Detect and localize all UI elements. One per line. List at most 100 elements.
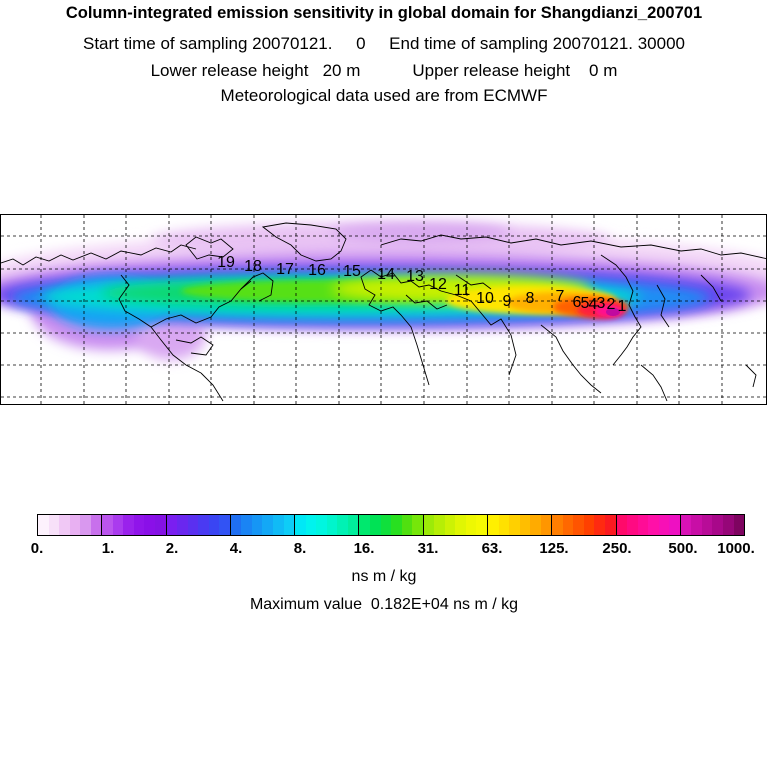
trajectory-label: 15 [343, 263, 361, 280]
colorbar-cell [680, 515, 692, 535]
colorbar-cell [326, 515, 338, 535]
colorbar-tick-label: 2. [165, 540, 179, 557]
trajectory-label: 12 [429, 276, 447, 293]
colorbar-cell [337, 515, 348, 535]
trajectory-label: 3 [596, 295, 606, 312]
release-height-line: Lower release height 20 m Upper release … [150, 61, 618, 80]
trajectory-label: 14 [377, 266, 395, 283]
colorbar-tick-label: 16. [353, 540, 375, 557]
colorbar-cell [123, 515, 134, 535]
colorbar-cell [316, 515, 327, 535]
met-data-line: Meteorological data used are from ECMWF [220, 86, 548, 105]
colorbar [37, 514, 745, 536]
colorbar-cell [691, 515, 702, 535]
colorbar-tick-label: 63. [481, 540, 503, 557]
trajectory-label: 6 [572, 294, 582, 311]
colorbar-cell [509, 515, 520, 535]
plot-title: Column-integrated emission sensitivity i… [65, 4, 703, 22]
colorbar-cell [540, 515, 553, 535]
colorbar-cell [90, 515, 103, 535]
colorbar-cell [487, 515, 499, 535]
colorbar-cell [283, 515, 296, 535]
colorbar-cell [262, 515, 274, 535]
colorbar-cell [80, 515, 91, 535]
colorbar-tick-label: 1000. [717, 540, 755, 557]
colorbar-cell [434, 515, 445, 535]
colorbar-tick-label: 31. [417, 540, 439, 557]
colorbar-cell [380, 515, 392, 535]
colorbar-cell [112, 515, 124, 535]
colorbar-cell [102, 515, 113, 535]
colorbar-cell [604, 515, 617, 535]
colorbar-cell [230, 515, 242, 535]
colorbar-cell [412, 515, 424, 535]
colorbar-cell [177, 515, 188, 535]
colorbar-tick-label: 1. [101, 540, 115, 557]
trajectory-label: 1 [617, 298, 627, 315]
trajectory-label: 9 [502, 293, 512, 310]
colorbar-cell [723, 515, 734, 535]
trajectory-label: 13 [406, 268, 424, 285]
emission-sensitivity-map: 1 2 3 4 5 6 7 8 9 10 11 12 13 14 15 16 1… [0, 214, 767, 405]
colorbar-cell [712, 515, 723, 535]
colorbar-tick-label: 4. [229, 540, 243, 557]
colorbar-cell [347, 515, 360, 535]
colorbar-cell [648, 515, 659, 535]
colorbar-cell [295, 515, 306, 535]
graticule [1, 215, 766, 404]
colorbar-units: ns m / kg [351, 568, 417, 585]
colorbar-cell [562, 515, 574, 535]
colorbar-cell [187, 515, 199, 535]
colorbar-cell [423, 515, 435, 535]
colorbar-cell [48, 515, 60, 535]
colorbar-cell [273, 515, 284, 535]
colorbar-cell [251, 515, 263, 535]
colorbar-cell [658, 515, 670, 535]
colorbar-cell [144, 515, 156, 535]
colorbar-cell [530, 515, 541, 535]
colorbar-tick-label: 0. [30, 540, 44, 557]
maximum-value-label: Maximum value 0.182E+04 ns m / kg [249, 596, 519, 613]
colorbar-cell [627, 515, 638, 535]
colorbar-cell [669, 515, 681, 535]
trajectory-label: 11 [453, 282, 471, 299]
colorbar-cell [391, 515, 402, 535]
colorbar-cell [401, 515, 413, 535]
colorbar-cell [219, 515, 231, 535]
trajectory-label: 17 [276, 261, 294, 278]
trajectory-label: 19 [217, 254, 235, 271]
colorbar-cell [155, 515, 167, 535]
colorbar-cell [241, 515, 252, 535]
colorbar-tick-label: 500. [668, 540, 698, 557]
colorbar-cell [444, 515, 456, 535]
colorbar-cell [552, 515, 563, 535]
colorbar-cell [733, 515, 745, 535]
colorbar-cell [69, 515, 81, 535]
colorbar-cell [465, 515, 477, 535]
colorbar-cell [166, 515, 178, 535]
trajectory-label: 5 [580, 295, 590, 312]
colorbar-cell [38, 515, 49, 535]
colorbar-cell [519, 515, 531, 535]
trajectory-label: 2 [606, 296, 616, 313]
trajectory-label: 4 [588, 296, 598, 313]
colorbar-cell [359, 515, 370, 535]
trajectory-label: 10 [476, 290, 494, 307]
colorbar-cell [573, 515, 584, 535]
colorbar-cell [583, 515, 595, 535]
colorbar-cell [59, 515, 70, 535]
colorbar-cell [208, 515, 220, 535]
colorbar-tick-label: 8. [293, 540, 307, 557]
trajectory-label: 8 [525, 290, 535, 307]
sampling-time-line: Start time of sampling 20070121. 0 End t… [83, 34, 685, 53]
colorbar-cell [637, 515, 649, 535]
colorbar-cell [305, 515, 317, 535]
colorbar-cell [594, 515, 605, 535]
trajectory-label: 16 [308, 262, 326, 279]
colorbar-cell [498, 515, 510, 535]
colorbar-cell [616, 515, 628, 535]
trajectory-label: 18 [244, 258, 262, 275]
colorbar-cell [476, 515, 488, 535]
map-canvas [1, 215, 766, 404]
sensitivity-field [1, 222, 766, 360]
